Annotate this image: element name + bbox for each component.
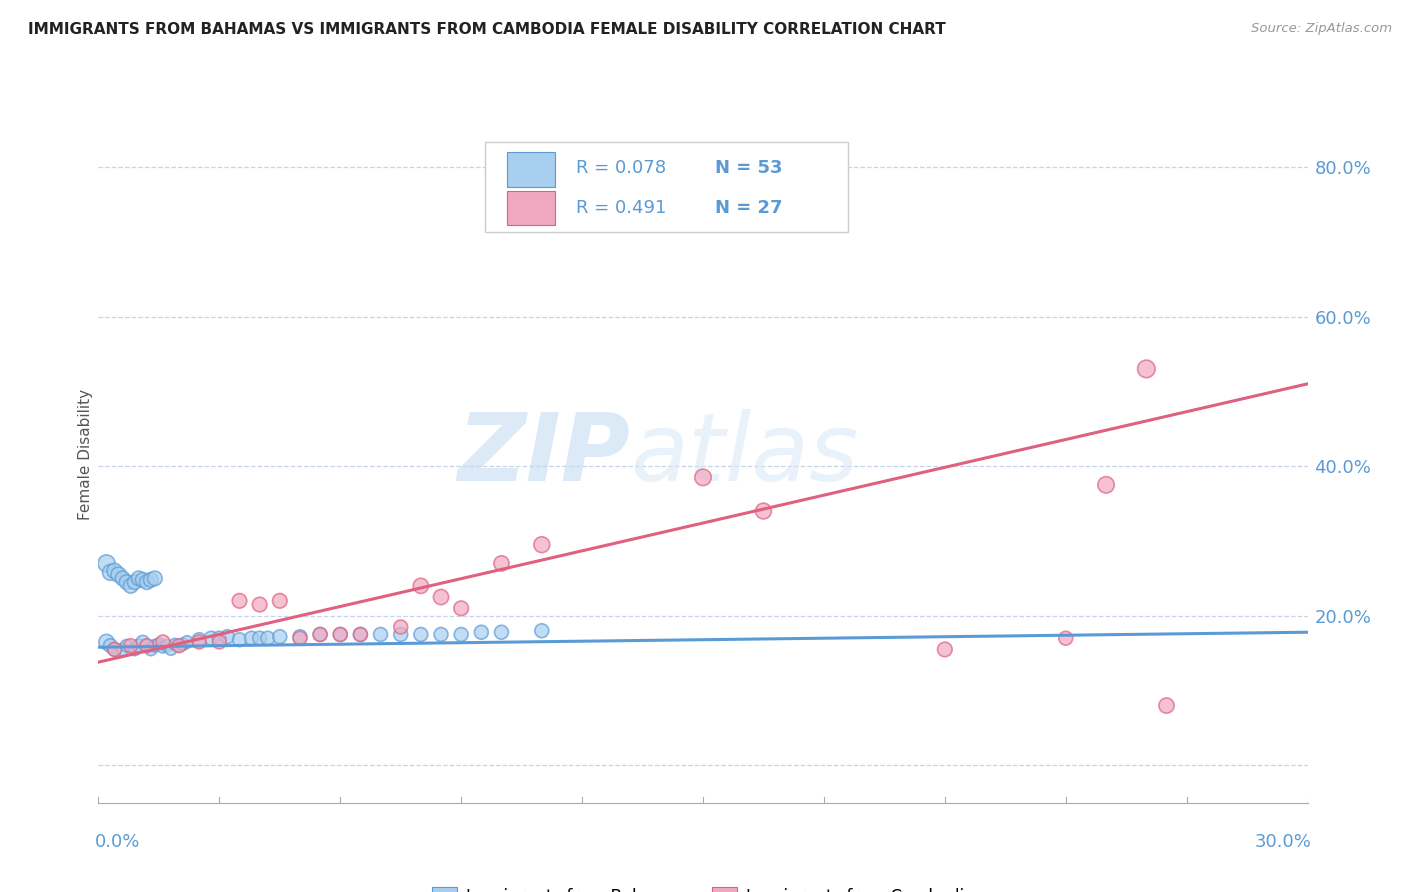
- Point: [430, 590, 453, 604]
- Point: [120, 639, 142, 653]
- Point: [96, 557, 118, 571]
- Point: [139, 573, 162, 587]
- Point: [160, 642, 183, 657]
- Point: [1095, 478, 1118, 492]
- Point: [111, 571, 134, 585]
- Point: [115, 575, 138, 590]
- Text: R = 0.491: R = 0.491: [576, 199, 666, 217]
- Point: [152, 635, 174, 649]
- Point: [143, 571, 166, 585]
- Point: [135, 639, 157, 653]
- Point: [389, 627, 412, 641]
- Point: [103, 642, 125, 657]
- Point: [107, 567, 129, 582]
- Point: [1156, 698, 1178, 713]
- Point: [188, 635, 211, 649]
- Point: [530, 624, 553, 638]
- Point: [288, 631, 311, 645]
- Text: R = 0.078: R = 0.078: [576, 160, 666, 178]
- Point: [228, 632, 250, 647]
- Text: IMMIGRANTS FROM BAHAMAS VS IMMIGRANTS FROM CAMBODIA FEMALE DISABILITY CORRELATIO: IMMIGRANTS FROM BAHAMAS VS IMMIGRANTS FR…: [28, 22, 946, 37]
- Point: [530, 538, 553, 552]
- Point: [103, 564, 125, 578]
- Point: [491, 625, 513, 640]
- Point: [249, 598, 271, 612]
- Point: [208, 631, 231, 645]
- Text: 30.0%: 30.0%: [1254, 833, 1312, 851]
- Point: [111, 642, 134, 657]
- Point: [349, 627, 371, 641]
- Point: [249, 631, 271, 645]
- Text: Source: ZipAtlas.com: Source: ZipAtlas.com: [1251, 22, 1392, 36]
- Point: [152, 640, 174, 655]
- Point: [156, 639, 179, 653]
- Point: [309, 627, 332, 641]
- Point: [288, 630, 311, 644]
- Point: [370, 627, 392, 641]
- Text: ZIP: ZIP: [457, 409, 630, 501]
- Point: [172, 637, 194, 651]
- Text: 0.0%: 0.0%: [94, 833, 139, 851]
- Point: [139, 642, 162, 657]
- Point: [269, 630, 291, 644]
- Point: [200, 631, 222, 645]
- Point: [115, 639, 138, 653]
- Point: [692, 470, 714, 484]
- Point: [430, 627, 453, 641]
- Point: [217, 630, 239, 644]
- Point: [103, 642, 125, 657]
- Point: [934, 642, 956, 657]
- Point: [450, 627, 472, 641]
- Point: [491, 557, 513, 571]
- Legend: Immigrants from Bahamas, Immigrants from Cambodia: Immigrants from Bahamas, Immigrants from…: [426, 880, 980, 892]
- Point: [329, 627, 352, 641]
- FancyBboxPatch shape: [508, 191, 555, 226]
- Point: [752, 504, 775, 518]
- Point: [135, 639, 157, 653]
- Point: [124, 575, 146, 590]
- Point: [389, 620, 412, 634]
- Point: [309, 627, 332, 641]
- Text: N = 53: N = 53: [716, 160, 783, 178]
- Text: atlas: atlas: [630, 409, 859, 500]
- Point: [176, 635, 198, 649]
- Point: [228, 594, 250, 608]
- Point: [167, 639, 190, 653]
- Point: [240, 631, 263, 645]
- Point: [349, 627, 371, 641]
- Point: [100, 566, 122, 580]
- Point: [1054, 631, 1077, 645]
- Point: [143, 639, 166, 653]
- Point: [409, 627, 432, 641]
- Point: [124, 642, 146, 657]
- Point: [208, 635, 231, 649]
- Point: [163, 637, 186, 651]
- Y-axis label: Female Disability: Female Disability: [77, 389, 93, 521]
- Point: [96, 635, 118, 649]
- Point: [167, 639, 190, 653]
- Point: [100, 639, 122, 653]
- FancyBboxPatch shape: [508, 153, 555, 187]
- Point: [256, 631, 278, 645]
- Point: [148, 637, 170, 651]
- Point: [128, 571, 150, 585]
- Point: [450, 601, 472, 615]
- Point: [120, 579, 142, 593]
- Text: N = 27: N = 27: [716, 199, 783, 217]
- Point: [132, 635, 155, 649]
- Point: [128, 639, 150, 653]
- Point: [188, 632, 211, 647]
- Point: [269, 594, 291, 608]
- Point: [329, 627, 352, 641]
- Point: [132, 573, 155, 587]
- Point: [1135, 362, 1157, 376]
- Point: [409, 579, 432, 593]
- FancyBboxPatch shape: [485, 142, 848, 232]
- Point: [470, 625, 492, 640]
- Point: [135, 575, 157, 590]
